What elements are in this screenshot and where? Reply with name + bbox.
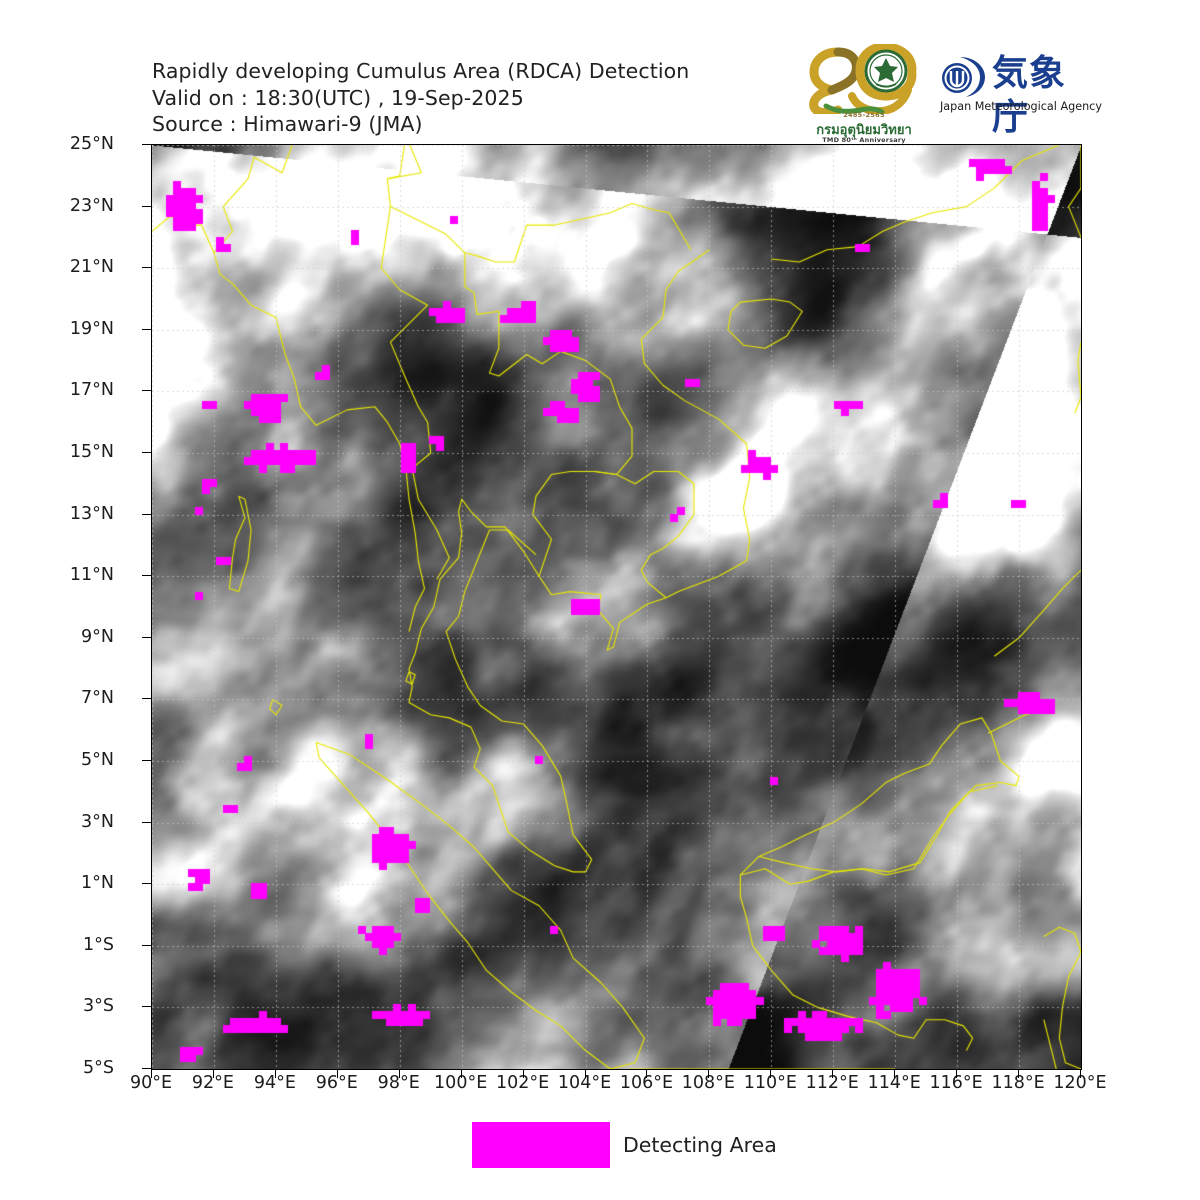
header-block: Rapidly developing Cumulus Area (RDCA) D… bbox=[152, 58, 812, 138]
x-axis-tick-label: 110°E bbox=[743, 1073, 797, 1093]
jma-subtitle-label: Japan Meteorological Agency bbox=[940, 100, 1102, 113]
x-axis-tick-mark bbox=[274, 1069, 276, 1078]
tmd-thai-name-label: กรมอุตุนิยมวิทยา bbox=[816, 123, 912, 138]
x-axis-tick-mark bbox=[398, 1069, 400, 1078]
legend-color-swatch-detecting-area bbox=[472, 1122, 610, 1168]
y-axis-tick-mark bbox=[142, 267, 151, 269]
y-axis-tick-mark bbox=[142, 636, 151, 638]
y-axis-tick-mark bbox=[142, 452, 151, 453]
y-axis-tick-mark bbox=[142, 390, 151, 392]
tmd-anniversary-label: TMD 80ᵗʰ Anniversary bbox=[822, 136, 906, 144]
y-axis-tick-label: 11°N bbox=[69, 565, 114, 586]
y-axis-tick-mark bbox=[142, 328, 151, 330]
valid-time-line: Valid on : 18:30(UTC) , 19-Sep-2025 bbox=[152, 85, 524, 110]
x-axis-tick-mark bbox=[1080, 1069, 1081, 1078]
logo-row: 2485-2565 กรมอุตุนิยมวิทยา TMD 80ᵗʰ Anni… bbox=[804, 44, 1102, 148]
y-axis-tick-label: 1°S bbox=[83, 934, 114, 955]
y-axis-tick-label: 15°N bbox=[69, 442, 114, 462]
x-axis-tick-label: 118°E bbox=[991, 1073, 1045, 1093]
y-axis-tick-mark bbox=[142, 821, 151, 823]
y-axis-tick-label: 9°N bbox=[81, 626, 114, 647]
x-axis-tick-mark bbox=[770, 1069, 772, 1078]
y-axis-tick-mark bbox=[142, 575, 151, 577]
y-axis-tick-label: 7°N bbox=[81, 688, 114, 709]
x-axis-tick-label: 102°E bbox=[495, 1073, 550, 1093]
x-axis-tick-label: 94°E bbox=[253, 1073, 296, 1093]
page-title: Rapidly developing Cumulus Area (RDCA) D… bbox=[152, 59, 690, 83]
y-axis-tick-mark bbox=[142, 1068, 151, 1069]
x-axis-tick-mark bbox=[212, 1069, 214, 1078]
source-line: Source : Himawari-9 (JMA) bbox=[152, 112, 423, 136]
x-axis-tick-mark bbox=[336, 1069, 338, 1078]
x-axis-tick-mark bbox=[522, 1069, 524, 1078]
x-axis-tick-label: 90°E bbox=[129, 1073, 173, 1093]
x-axis-tick-mark bbox=[894, 1069, 896, 1078]
x-axis-tick-mark bbox=[956, 1069, 958, 1078]
x-axis-tick-mark bbox=[832, 1069, 834, 1078]
x-axis-tick-mark bbox=[584, 1069, 586, 1078]
tmd-80-anniversary-icon bbox=[809, 44, 917, 114]
tmd-logo: 2485-2565 กรมอุตุนิยมวิทยา TMD 80ᵗʰ Anni… bbox=[804, 44, 924, 148]
y-axis-tick-mark bbox=[142, 883, 151, 885]
y-axis-tick-label: 3°S bbox=[83, 996, 114, 1017]
y-axis-tick-label: 1°N bbox=[81, 873, 114, 894]
x-axis-tick-label: 100°E bbox=[434, 1073, 488, 1093]
x-axis-tick-mark bbox=[151, 1069, 152, 1078]
y-axis-tick-mark bbox=[142, 944, 151, 946]
x-axis-tick-mark bbox=[460, 1069, 462, 1078]
jma-kanji-label: 気象庁 bbox=[992, 53, 1067, 138]
tmd-years-label: 2485-2565 bbox=[843, 111, 885, 119]
x-axis-tick-mark bbox=[1018, 1069, 1020, 1078]
y-axis-tick-label: 23°N bbox=[69, 195, 114, 216]
x-axis-tick-label: 98°E bbox=[377, 1073, 420, 1093]
x-axis-tick-label: 92°E bbox=[191, 1073, 234, 1093]
y-axis-tick-label: 19°N bbox=[69, 318, 114, 339]
x-axis-tick-label: 104°E bbox=[557, 1073, 612, 1093]
y-axis-tick-label: 13°N bbox=[69, 503, 114, 524]
legend-label-detecting-area: Detecting Area bbox=[623, 1133, 777, 1157]
y-axis-tick-label: 3°N bbox=[81, 811, 114, 832]
y-axis-tick-label: 25°N bbox=[69, 134, 114, 154]
y-axis-tick-mark bbox=[142, 698, 151, 700]
satellite-image-canvas bbox=[152, 145, 1081, 1069]
y-axis-tick-label: 5°N bbox=[81, 750, 114, 770]
y-axis-tick-mark bbox=[142, 1006, 151, 1008]
x-axis-tick-label: 112°E bbox=[805, 1073, 859, 1093]
x-axis-tick-mark bbox=[646, 1069, 648, 1078]
y-axis-tick-label: 17°N bbox=[69, 380, 114, 401]
x-axis-tick-label: 96°E bbox=[315, 1073, 358, 1093]
x-axis-tick-label: 108°E bbox=[681, 1073, 735, 1093]
y-axis-tick-label: 21°N bbox=[69, 257, 114, 278]
x-axis-tick-label: 116°E bbox=[929, 1073, 983, 1093]
x-axis-tick-label: 114°E bbox=[867, 1073, 921, 1093]
satellite-plot-area bbox=[151, 144, 1082, 1070]
y-axis-tick-mark bbox=[142, 513, 151, 515]
x-axis-tick-label: 120°E bbox=[1053, 1073, 1107, 1093]
x-axis-tick-mark bbox=[708, 1069, 710, 1078]
x-axis-tick-label: 106°E bbox=[619, 1073, 674, 1093]
y-axis-tick-mark bbox=[142, 760, 151, 761]
jma-logo: 気象庁 Japan Meteorological Agency bbox=[940, 52, 1102, 138]
jma-emblem-icon bbox=[942, 57, 985, 97]
y-axis-tick-mark bbox=[142, 205, 151, 207]
y-axis-tick-label: 5°S bbox=[83, 1058, 114, 1078]
y-axis-tick-mark bbox=[142, 144, 151, 145]
